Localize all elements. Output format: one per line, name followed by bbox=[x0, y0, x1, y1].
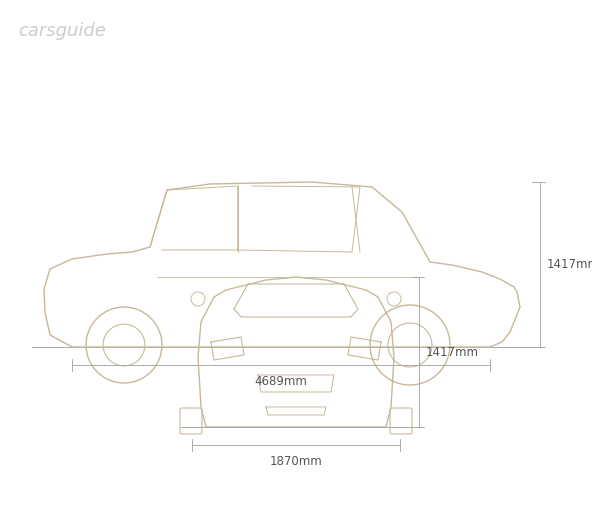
Text: carsguide: carsguide bbox=[18, 22, 106, 40]
Text: 1417mm: 1417mm bbox=[547, 258, 592, 271]
Text: 4689mm: 4689mm bbox=[255, 375, 307, 388]
Text: 1417mm: 1417mm bbox=[426, 345, 479, 359]
Text: 1870mm: 1870mm bbox=[269, 455, 323, 468]
